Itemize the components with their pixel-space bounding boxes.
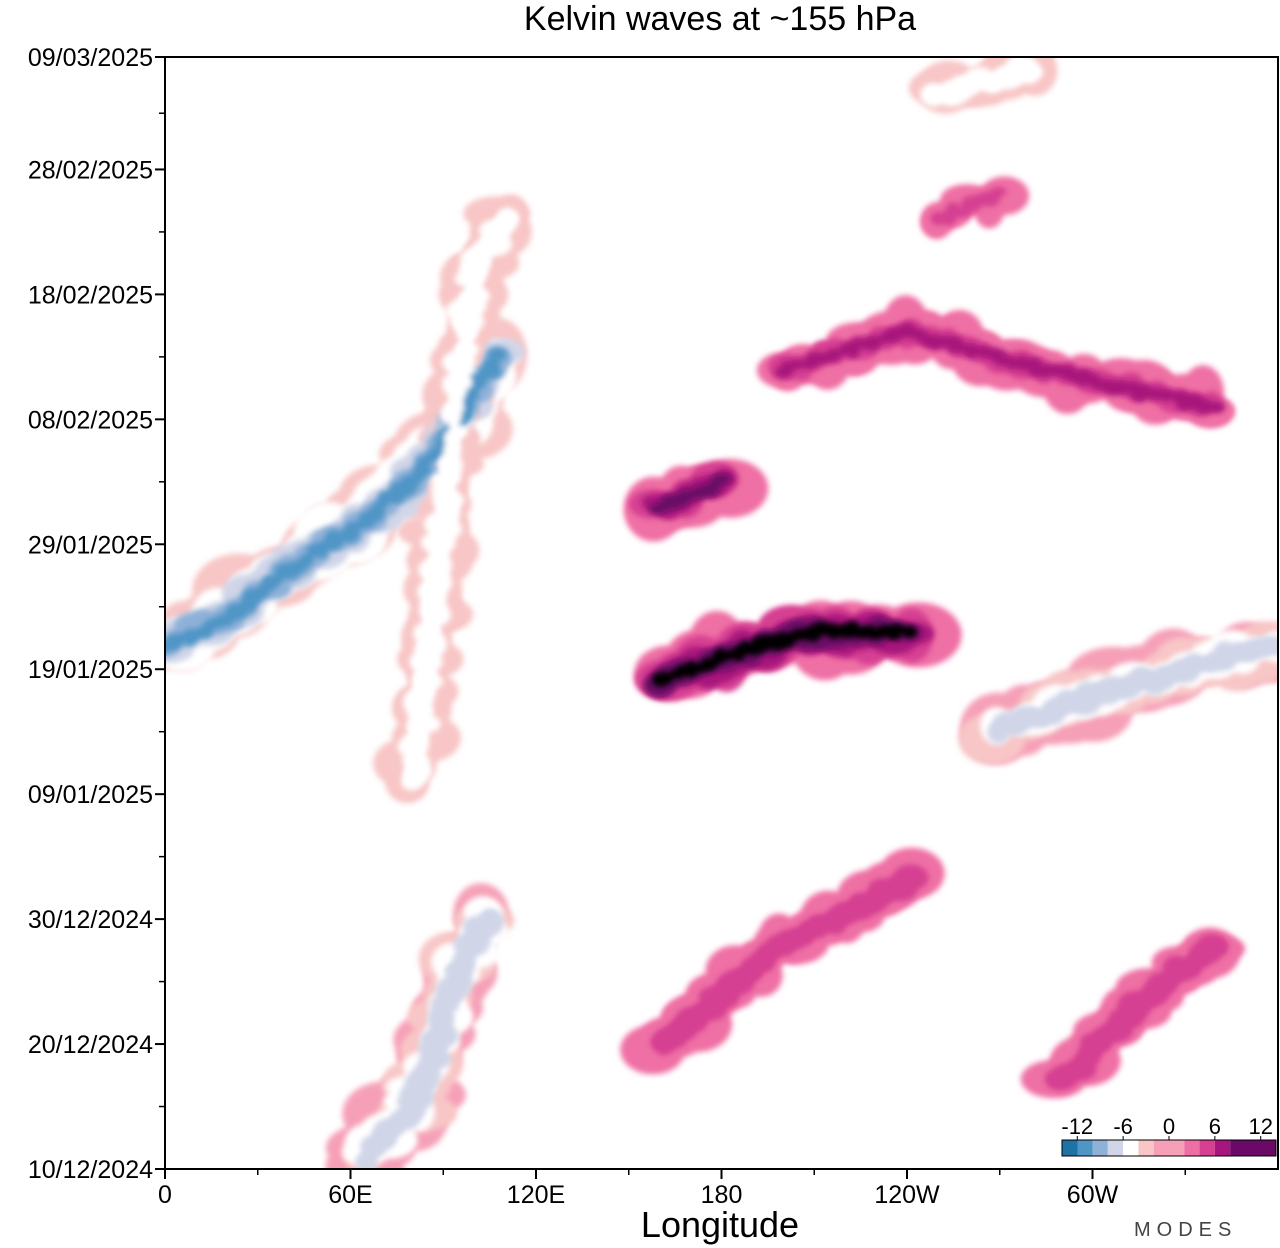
colorbar-swatch — [1107, 1140, 1124, 1156]
y-tick-label: 09/03/2025 — [28, 44, 153, 72]
colorbar-swatch — [1184, 1140, 1200, 1156]
negative-anomaly-blob — [487, 348, 508, 362]
y-tick-label: 19/01/2025 — [28, 656, 153, 684]
y-tick-label: 29/01/2025 — [28, 531, 153, 559]
positive-anomaly-blob — [901, 874, 917, 891]
colorbar-label: 6 — [1209, 1114, 1221, 1139]
y-tick-label: 30/12/2024 — [28, 906, 153, 934]
x-tick-label: 60W — [1067, 1181, 1119, 1209]
positive-anomaly-blob — [657, 671, 674, 685]
positive-anomaly-blob — [1210, 938, 1229, 956]
negative-anomaly-blob — [425, 1052, 443, 1069]
positive-anomaly-blob — [710, 473, 733, 484]
y-axis: 09/03/2025 28/02/2025 18/02/2025 08/02/2025… — [28, 44, 165, 1184]
positive-anomaly-blob — [1207, 401, 1226, 414]
colorbar-swatch — [1214, 1140, 1231, 1156]
x-tick-label: 0 — [158, 1181, 172, 1209]
negative-anomaly-blob — [442, 1002, 459, 1012]
positive-anomaly-blob — [798, 930, 815, 943]
colorbar-swatch — [1138, 1140, 1154, 1156]
colorbar-swatch — [1062, 1140, 1078, 1156]
chart-title: Kelvin waves at ~155 hPa — [524, 0, 916, 38]
contour-field — [165, 57, 1278, 1169]
y-tick-label: 18/02/2025 — [28, 281, 153, 309]
contour-band — [165, 64, 1278, 1166]
negative-anomaly-blob — [414, 702, 434, 719]
positive-anomaly-blob — [1151, 982, 1168, 996]
negative-anomaly-blob — [437, 514, 457, 527]
negative-anomaly-blob — [452, 972, 467, 986]
y-tick-label: 28/02/2025 — [28, 156, 153, 184]
negative-anomaly-blob — [481, 909, 499, 927]
negative-anomaly-blob — [426, 1030, 448, 1045]
negative-anomaly-blob — [445, 403, 465, 414]
negative-anomaly-blob — [432, 527, 451, 538]
y-tick-label: 10/12/2024 — [28, 1156, 153, 1184]
negative-anomaly-blob — [457, 337, 473, 352]
x-tick-label: 120W — [874, 1181, 940, 1209]
negative-anomaly-blob — [429, 445, 445, 458]
negative-anomaly-blob — [413, 463, 432, 477]
colorbar-label: 0 — [1163, 1114, 1175, 1139]
negative-anomaly-blob — [1020, 66, 1043, 79]
negative-anomaly-blob — [404, 1092, 427, 1107]
negative-anomaly-blob — [465, 386, 480, 402]
negative-anomaly-blob — [461, 289, 483, 303]
negative-anomaly-blob — [440, 488, 458, 500]
negative-anomaly-blob — [412, 670, 432, 685]
negative-anomaly-blob — [299, 553, 315, 566]
negative-anomaly-blob — [1269, 640, 1278, 655]
positive-anomaly-blob — [1129, 1007, 1146, 1018]
positive-anomaly-blob — [887, 623, 905, 635]
colorbar: -12 -6 0 6 12 — [1061, 1114, 1277, 1157]
positive-anomaly-blob — [902, 625, 918, 639]
negative-anomaly-blob — [426, 569, 449, 581]
negative-anomaly-blob — [413, 656, 435, 671]
negative-anomaly-blob — [361, 1153, 376, 1166]
colorbar-swatch — [1199, 1140, 1215, 1156]
colorbar-label: -6 — [1113, 1114, 1133, 1139]
positive-anomaly-blob — [1109, 379, 1132, 396]
positive-anomaly-blob — [990, 186, 1007, 197]
negative-anomaly-blob — [439, 480, 454, 491]
colorbar-label: 12 — [1248, 1114, 1272, 1139]
negative-anomaly-blob — [438, 497, 459, 511]
colorbar-swatch — [1230, 1140, 1276, 1156]
negative-anomaly-blob — [423, 593, 445, 606]
x-tick-label: 180 — [701, 1181, 743, 1209]
negative-anomaly-blob — [434, 1007, 452, 1025]
positive-anomaly-blob — [825, 348, 845, 359]
x-axis-label: Longitude — [641, 1204, 799, 1245]
modes-logo: MODES — [1134, 1219, 1237, 1241]
positive-anomaly-blob — [1005, 357, 1020, 370]
negative-anomaly-blob — [406, 722, 428, 734]
negative-anomaly-blob — [1042, 703, 1056, 721]
negative-anomaly-blob — [458, 950, 474, 966]
negative-anomaly-blob — [468, 255, 490, 272]
x-axis: 0 60E 120E 180 120W 60W — [158, 1169, 1186, 1209]
y-tick-label: 09/01/2025 — [28, 781, 153, 809]
colorbar-swatch — [1077, 1140, 1093, 1156]
colorbar-label: -12 — [1061, 1114, 1093, 1139]
colorbar-swatch — [1153, 1140, 1185, 1156]
y-tick-label: 08/02/2025 — [28, 406, 153, 434]
negative-anomaly-blob — [482, 358, 501, 373]
y-tick-label: 20/12/2024 — [28, 1031, 153, 1059]
colorbar-swatch — [1123, 1140, 1139, 1156]
negative-anomaly-blob — [497, 212, 519, 223]
plot-area — [165, 57, 1278, 1169]
x-tick-label: 120E — [507, 1181, 565, 1209]
x-tick-label: 60E — [328, 1181, 372, 1209]
colorbar-swatch — [1092, 1140, 1108, 1156]
